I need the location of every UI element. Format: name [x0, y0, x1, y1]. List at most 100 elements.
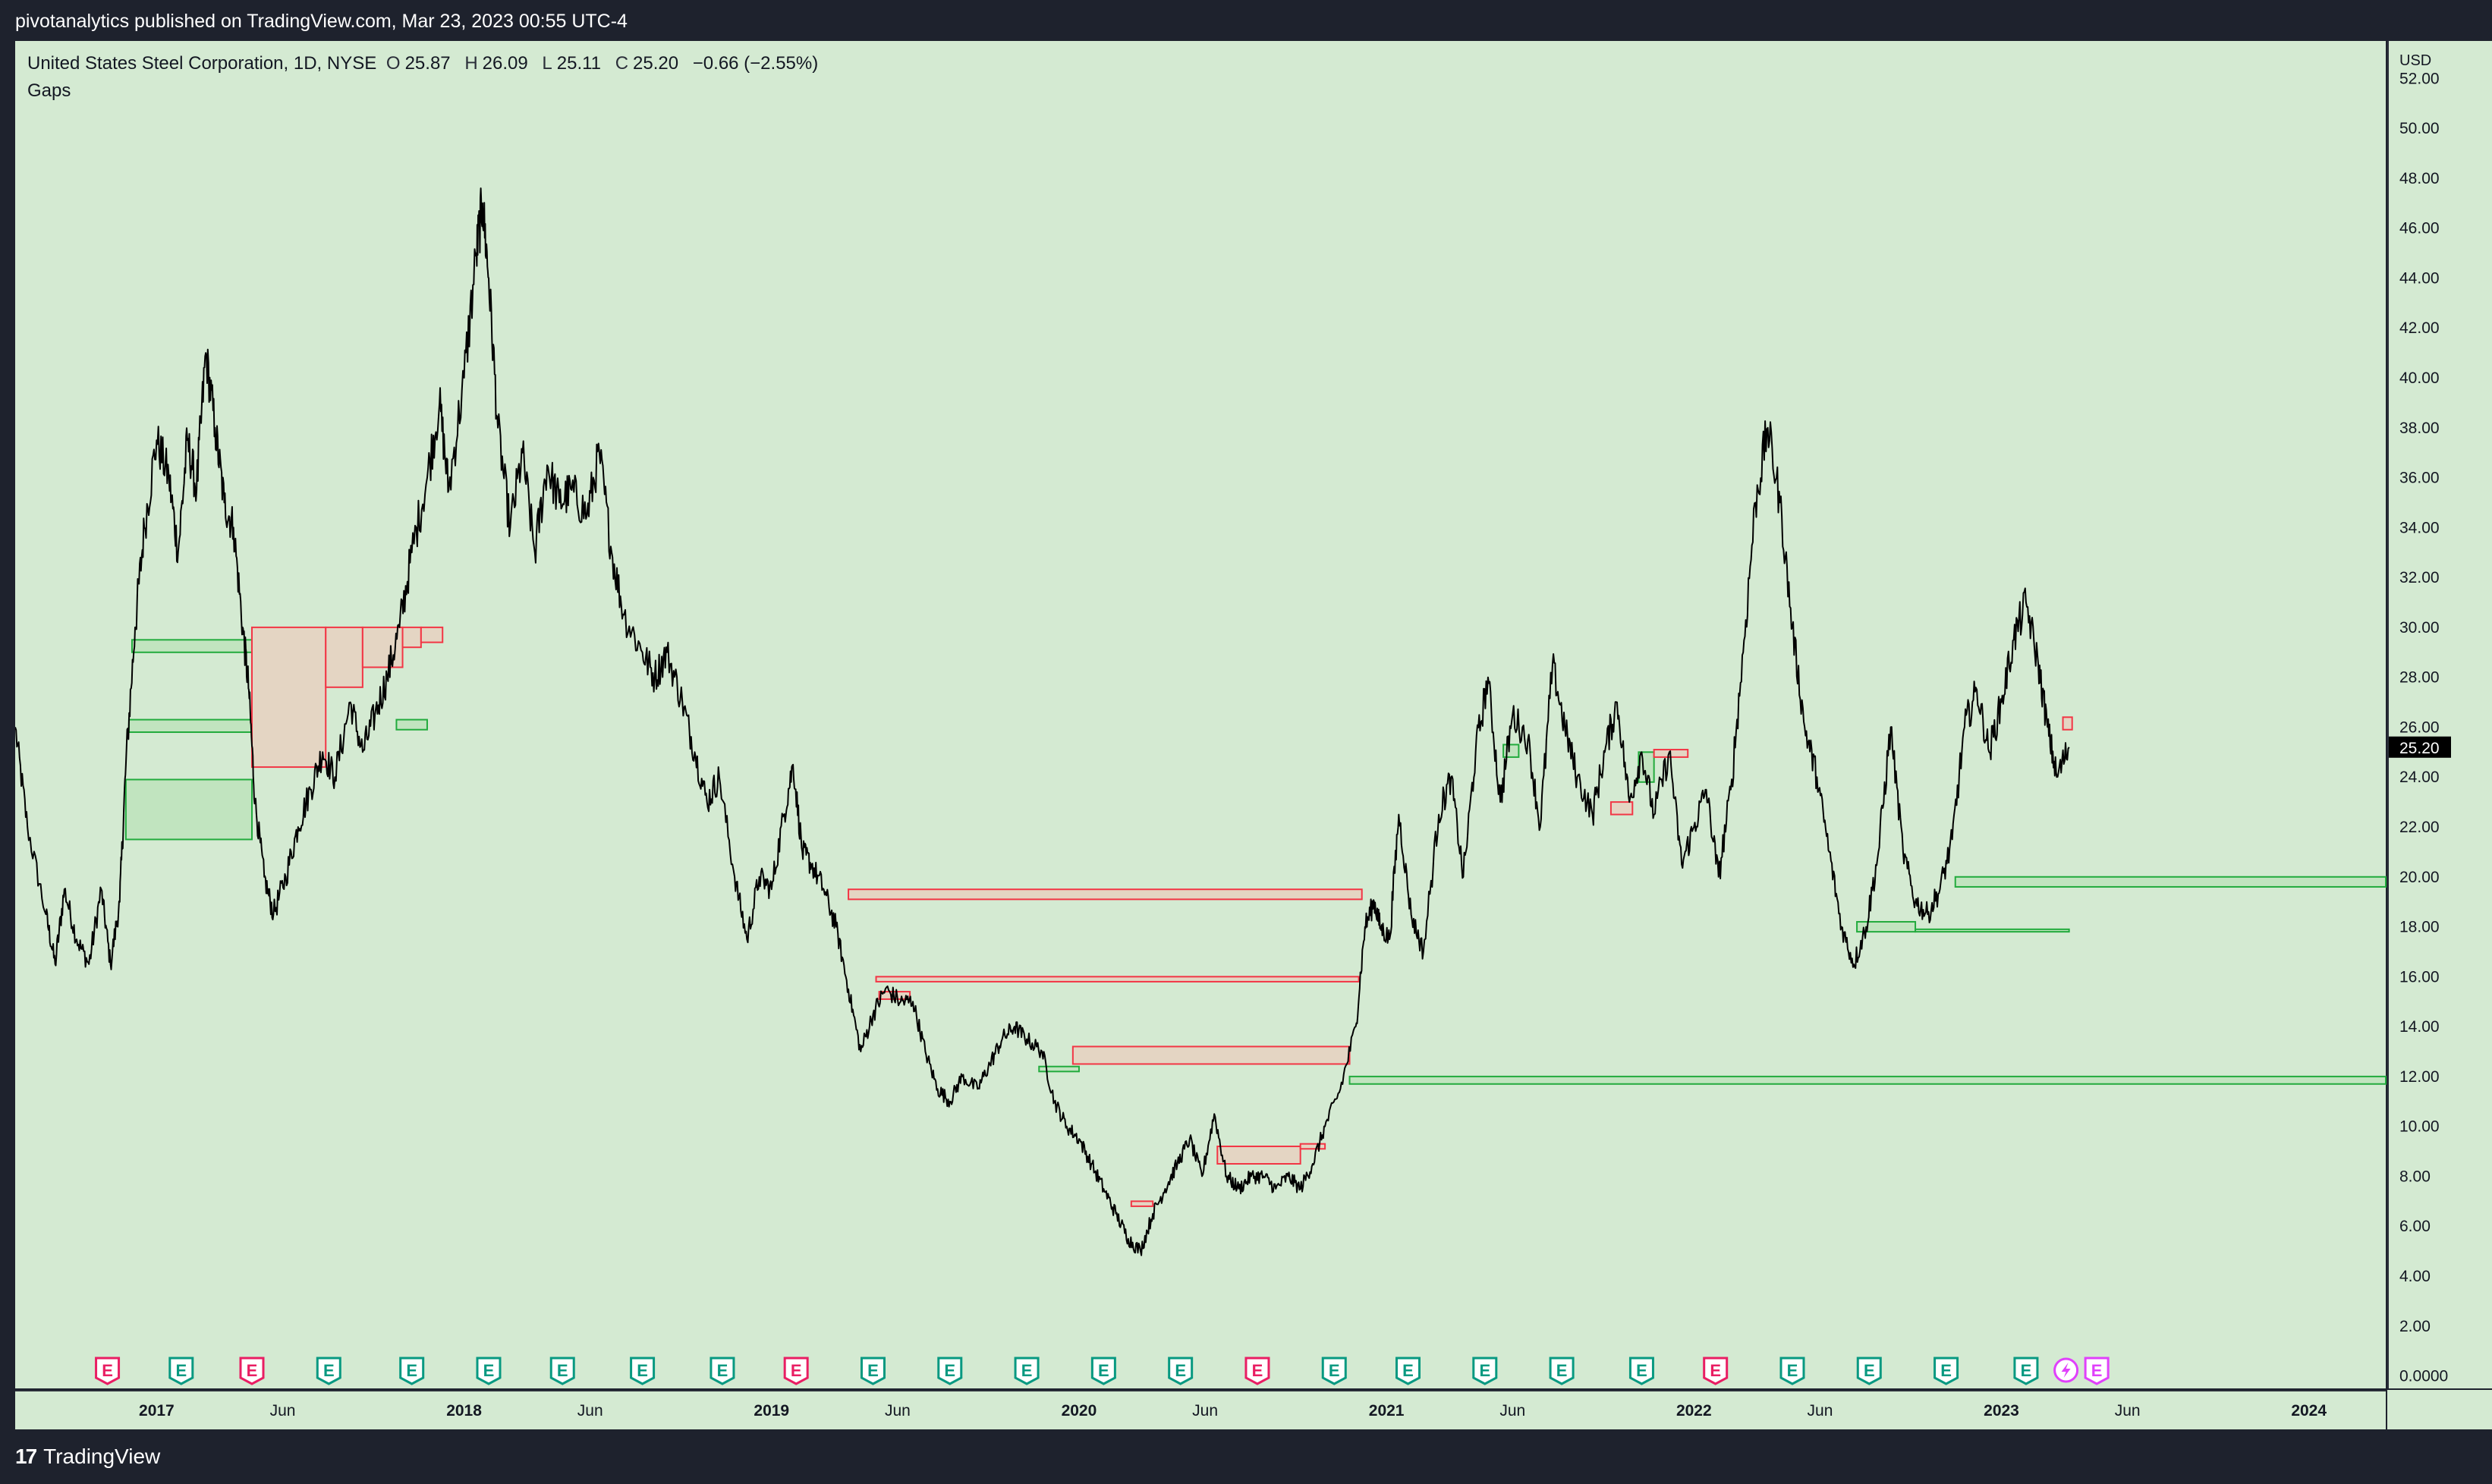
svg-text:E: E [2021, 1361, 2032, 1380]
gap-down-zone [250, 626, 327, 769]
svg-text:E: E [2091, 1361, 2103, 1380]
svg-text:E: E [637, 1361, 648, 1380]
earnings-event-icon: E [316, 1357, 341, 1385]
y-tick-label: 10.00 [2399, 1118, 2440, 1136]
earnings-event-icon: E [1168, 1357, 1194, 1385]
svg-text:E: E [717, 1361, 728, 1380]
svg-text:E: E [1710, 1361, 1721, 1380]
ohlc-close: C 25.20 [615, 53, 679, 74]
svg-text:E: E [323, 1361, 335, 1380]
y-tick-label: 36.00 [2399, 470, 2440, 487]
x-tick-label: Jun [2115, 1402, 2141, 1420]
x-tick-label: 2024 [2291, 1402, 2327, 1420]
publish-header: pivotanalytics published on TradingView.… [0, 0, 2492, 41]
gap-down-zone [1609, 801, 1634, 816]
gap-down-zone [2062, 716, 2073, 731]
svg-text:E: E [1556, 1361, 1568, 1380]
earnings-event-icon: E [1321, 1357, 1347, 1385]
chart-area[interactable]: E E E E E E E E E E E E E E E E E E E E E E E E E E E USD 52.00 50.0… [15, 41, 2492, 1431]
y-tick-label: 42.00 [2399, 319, 2440, 337]
dividend-event-icon [2053, 1357, 2079, 1383]
svg-text:E: E [406, 1361, 417, 1380]
gap-up-zone [1915, 928, 2070, 933]
y-tick-label: 40.00 [2399, 369, 2440, 387]
svg-text:E: E [1402, 1361, 1414, 1380]
y-tick-label: 28.00 [2399, 669, 2440, 687]
svg-text:E: E [1098, 1361, 1109, 1380]
x-tick-label: 2019 [754, 1402, 789, 1420]
publish-info: pivotanalytics published on TradingView.… [15, 11, 628, 32]
y-tick-label: 30.00 [2399, 619, 2440, 637]
earnings-event-icon: E [1014, 1357, 1040, 1385]
svg-text:E: E [1175, 1361, 1186, 1380]
gap-up-zone [1348, 1075, 2387, 1085]
gap-up-zone [131, 639, 253, 653]
brand-name: TradingView [43, 1445, 161, 1468]
gap-up-zone [127, 718, 253, 734]
earnings-event-icon: E [1090, 1357, 1116, 1385]
y-tick-label: 24.00 [2399, 769, 2440, 786]
gaps-layer [124, 626, 2387, 1207]
svg-text:E: E [1787, 1361, 1798, 1380]
x-tick-label: 2021 [1369, 1402, 1405, 1420]
y-tick-label: 48.00 [2399, 170, 2440, 187]
earnings-event-icon: E [630, 1357, 656, 1385]
x-axis-ticks: 2017 Jun 2018 Jun 2019 Jun 2020 Jun 2021 Jun 2022 J… [139, 1402, 2327, 1420]
svg-text:E: E [1479, 1361, 1490, 1380]
symbol-name[interactable]: United States Steel Corporation, 1D, NYS… [27, 53, 377, 74]
earnings-event-icon: E [1703, 1357, 1729, 1385]
earnings-event-icon: E [399, 1357, 425, 1385]
y-tick-label: 8.00 [2399, 1168, 2431, 1185]
earnings-event-icon: E [168, 1357, 194, 1385]
time-axis[interactable] [15, 1390, 2386, 1431]
earnings-event-icon: E [1856, 1357, 1882, 1385]
svg-text:E: E [1864, 1361, 1875, 1380]
indicator-gaps-label[interactable]: Gaps [27, 80, 71, 101]
earnings-event-icon: E [549, 1357, 575, 1385]
earnings-event-icon: E [860, 1357, 886, 1385]
y-tick-label: 46.00 [2399, 220, 2440, 237]
earnings-event-icon: E [1549, 1357, 1575, 1385]
tradingview-logo-icon: 17 [15, 1445, 37, 1468]
svg-text:E: E [557, 1361, 568, 1380]
symbol-legend: United States Steel Corporation, 1D, NYS… [27, 53, 823, 102]
x-tick-label: Jun [270, 1402, 296, 1420]
price-layer [15, 187, 2070, 1256]
y-tick-label: 38.00 [2399, 420, 2440, 437]
earnings-event-icon: E [1244, 1357, 1270, 1385]
gap-down-zone [325, 626, 363, 688]
y-tick-label: 4.00 [2399, 1268, 2431, 1285]
last-price-label: 25.20 [2399, 740, 2440, 757]
y-tick-label: 22.00 [2399, 819, 2440, 836]
earnings-event-icon: E [476, 1357, 502, 1385]
gap-down-zone [875, 976, 1360, 983]
svg-text:E: E [1329, 1361, 1340, 1380]
axis-corner [2387, 1390, 2492, 1429]
footer: 17 TradingView [0, 1429, 2492, 1484]
ohlc-high: H 26.09 [464, 53, 528, 74]
y-tick-label: 18.00 [2399, 919, 2440, 936]
earnings-event-icon: E [1779, 1357, 1805, 1385]
price-axis[interactable] [2387, 41, 2492, 1388]
y-tick-label: 14.00 [2399, 1018, 2440, 1036]
earnings-event-icon: E [2013, 1357, 2039, 1385]
y-tick-label: 12.00 [2399, 1068, 2440, 1086]
gap-up-zone [395, 718, 428, 731]
earnings-event-icon: E [239, 1357, 265, 1385]
y-tick-label: 6.00 [2399, 1218, 2431, 1235]
earnings-event-icon: E [95, 1357, 121, 1385]
gap-down-zone [1299, 1143, 1326, 1150]
x-tick-label: Jun [577, 1402, 603, 1420]
gap-down-zone [401, 626, 422, 649]
gap-up-zone [1502, 744, 1520, 758]
tradingview-logo[interactable]: 17 TradingView [15, 1445, 160, 1469]
gap-up-zone [124, 778, 253, 841]
y-tick-label: 34.00 [2399, 519, 2440, 536]
y-tick-label: 52.00 [2399, 70, 2440, 87]
x-tick-label: 2017 [139, 1402, 175, 1420]
svg-text:E: E [1940, 1361, 1952, 1380]
y-tick-label: 50.00 [2399, 120, 2440, 137]
svg-text:E: E [1636, 1361, 1647, 1380]
